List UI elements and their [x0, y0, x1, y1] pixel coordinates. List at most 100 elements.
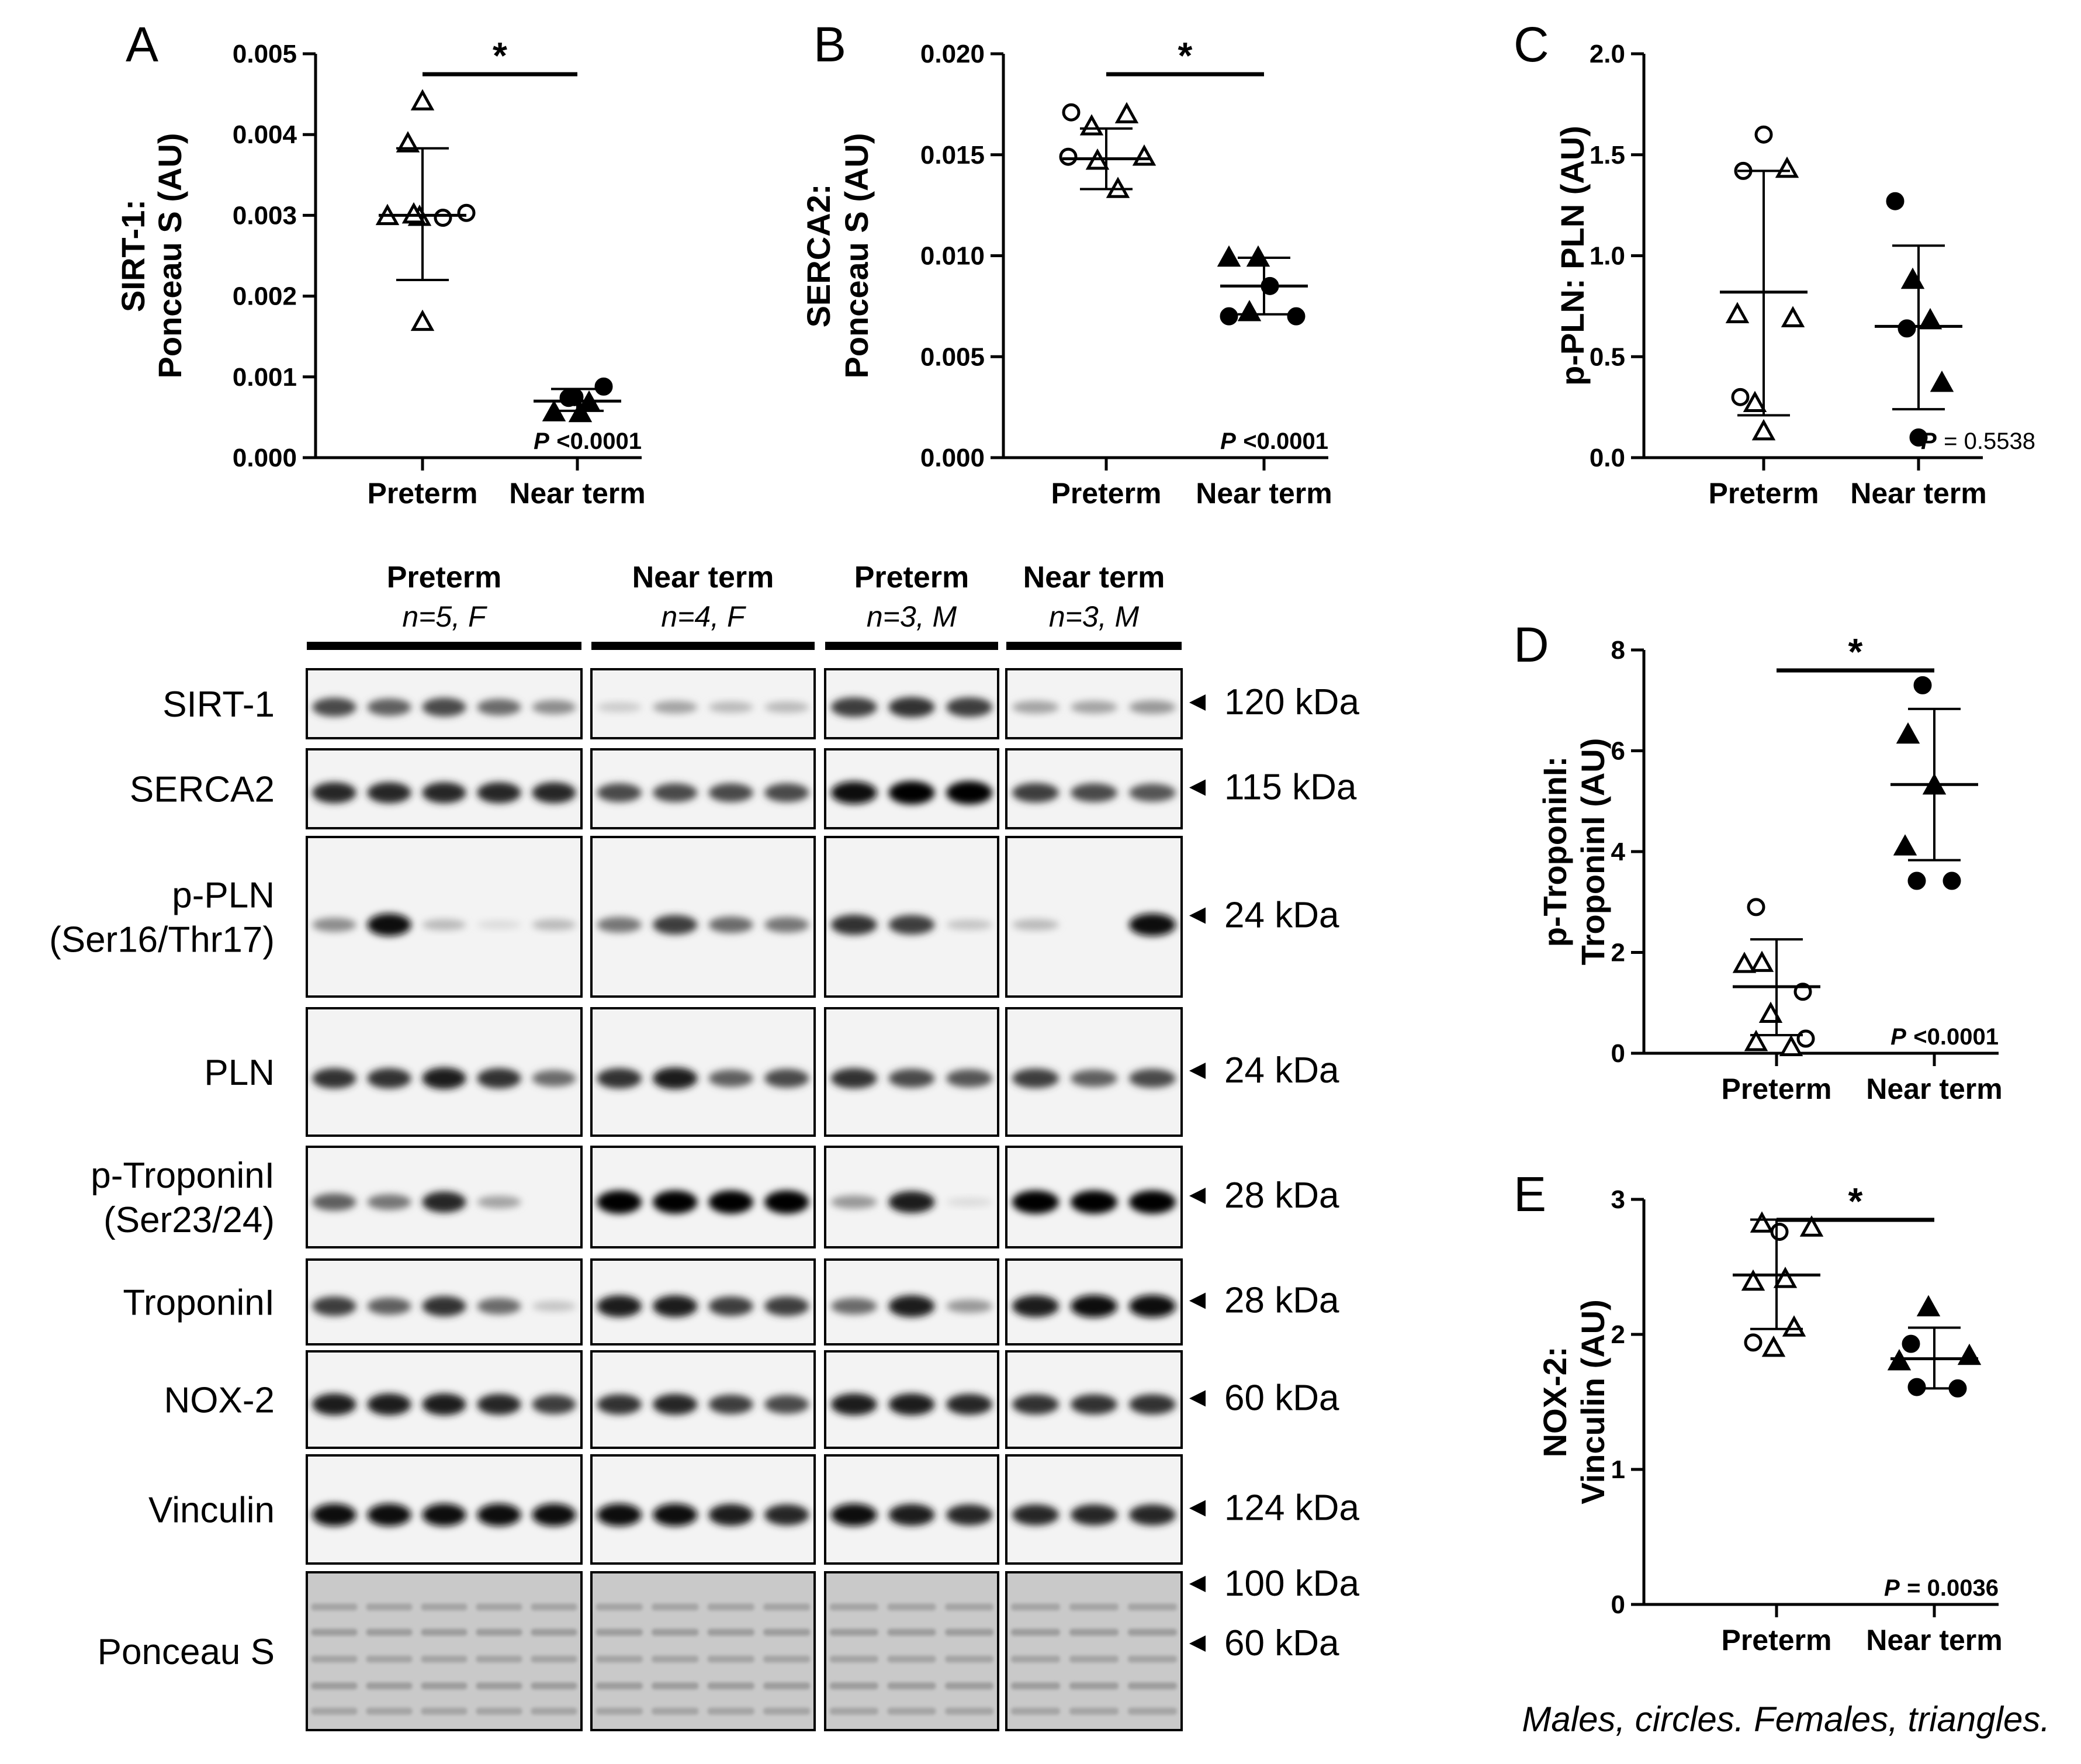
ponceau-band: [311, 1628, 358, 1636]
ponceau-band: [311, 1707, 358, 1715]
ponceau-band: [887, 1682, 936, 1690]
protein-band: [312, 782, 356, 804]
female-data-point: [568, 400, 593, 423]
protein-band: [830, 1503, 877, 1527]
protein-band: [708, 701, 753, 713]
ponceau-band: [595, 1707, 643, 1715]
p-value-symbol: P: [1890, 1024, 1906, 1050]
blot-row-label: SERCA2: [130, 770, 275, 810]
ponceau-band: [421, 1628, 468, 1636]
protein-band: [1071, 1190, 1117, 1214]
male-data-point: [1886, 192, 1905, 210]
kda-label: 60 kDa: [1224, 1623, 1339, 1663]
female-data-point: [1775, 156, 1799, 178]
ponceau-band: [707, 1682, 754, 1690]
y-tick-label: 1.0: [1590, 242, 1625, 271]
ponceau-band: [476, 1655, 522, 1663]
group-preterm: [375, 89, 476, 331]
protein-band: [477, 920, 521, 929]
ponceau-band: [707, 1628, 754, 1636]
y-tick-label: 0.0: [1590, 444, 1625, 472]
p-value-number: = 0.0036: [1907, 1575, 1999, 1601]
protein-band: [312, 1068, 356, 1089]
protein-band: [1129, 1190, 1176, 1214]
protein-band: [477, 1068, 521, 1089]
protein-band: [764, 1504, 809, 1526]
panel-C: C 0.0 0.5 1.0 1.5 2.0 Preterm Near term p-PLN: P…: [1514, 17, 2035, 510]
p-value-number: <0.0001: [1913, 1024, 1999, 1050]
blot-row-ponceau-s: Ponceau S 100 kDa 60 kDa: [98, 1564, 1359, 1731]
significance-star: *: [1178, 34, 1193, 77]
protein-band: [653, 1067, 698, 1089]
protein-band: [532, 1503, 576, 1527]
protein-band: [532, 1395, 576, 1414]
protein-band: [1071, 783, 1117, 803]
y-axis-label: TroponinI (AU): [1574, 738, 1611, 966]
panel-A: A 0.000 0.001 0.002 0.003 0.004 0.005 Preterm Ne…: [115, 17, 646, 510]
ponceau-band: [1069, 1655, 1119, 1663]
protein-band: [830, 697, 877, 717]
protein-band: [532, 782, 576, 804]
panel-letter: C: [1514, 17, 1549, 72]
female-data-point: [1887, 1349, 1912, 1371]
protein-band: [946, 919, 993, 931]
kda-label: 120 kDa: [1224, 682, 1359, 722]
ponceau-band: [366, 1655, 413, 1663]
male-data-point: [1902, 1334, 1920, 1353]
y-tick-label: 2: [1611, 939, 1625, 967]
protein-band: [708, 916, 753, 933]
protein-band: [764, 1068, 809, 1088]
y-axis-label: NOX-2:: [1536, 1347, 1573, 1458]
blot-group-n: n=5, F: [402, 600, 487, 633]
female-data-point: [1799, 1215, 1824, 1237]
female-data-point: [1079, 114, 1104, 136]
protein-band: [888, 781, 935, 805]
group-near-term: [1890, 676, 1978, 890]
blot-row-troponini: TroponinI 28 kDa: [123, 1258, 1339, 1346]
ponceau-band: [1069, 1707, 1119, 1715]
p-value-number: <0.0001: [1243, 428, 1328, 454]
significance-star: *: [493, 34, 507, 77]
male-data-point: [1907, 1378, 1926, 1396]
female-data-point: [1741, 1269, 1765, 1291]
x-category-label: Near term: [1196, 477, 1332, 510]
male-data-point: [1744, 1333, 1763, 1352]
protein-band: [653, 701, 698, 714]
protein-band: [477, 782, 521, 804]
blot-row-label: NOX-2: [164, 1381, 275, 1421]
y-tick-label: 0.010: [920, 242, 985, 271]
ponceau-band: [829, 1628, 878, 1636]
ponceau-band: [707, 1603, 754, 1611]
protein-band: [1012, 783, 1059, 803]
female-data-point: [1916, 1295, 1941, 1317]
protein-band: [653, 1190, 698, 1214]
blot-row-nox-2: NOX-2 60 kDa: [164, 1350, 1339, 1449]
blot-row-p-troponini: p-TroponinI(Ser23/24) 28 kDa: [91, 1146, 1339, 1248]
male-data-point: [1062, 103, 1081, 122]
protein-band: [532, 1070, 576, 1087]
ponceau-band: [763, 1655, 811, 1663]
female-data-point: [1773, 1267, 1798, 1288]
protein-band: [946, 1393, 993, 1415]
ponceau-band: [366, 1707, 413, 1715]
group-near-term: [1887, 1295, 1982, 1398]
ponceau-band: [476, 1603, 522, 1611]
protein-band: [367, 1297, 411, 1315]
ponceau-band: [531, 1682, 577, 1690]
ponceau-band: [476, 1628, 522, 1636]
female-data-point: [1114, 102, 1139, 123]
protein-band: [312, 917, 356, 932]
ponceau-band: [1128, 1707, 1177, 1715]
protein-band: [422, 1296, 466, 1317]
group-near-term: [1217, 245, 1308, 326]
kda-arrow-icon: [1189, 1063, 1206, 1079]
ponceau-band: [421, 1707, 468, 1715]
kda-arrow-icon: [1189, 779, 1206, 796]
male-data-point: [1796, 1029, 1815, 1048]
ponceau-band: [366, 1628, 413, 1636]
female-data-point: [1779, 1035, 1803, 1056]
panel-letter: E: [1514, 1167, 1546, 1222]
ponceau-band: [1128, 1603, 1177, 1611]
protein-band: [830, 1068, 877, 1089]
protein-band: [312, 697, 356, 717]
